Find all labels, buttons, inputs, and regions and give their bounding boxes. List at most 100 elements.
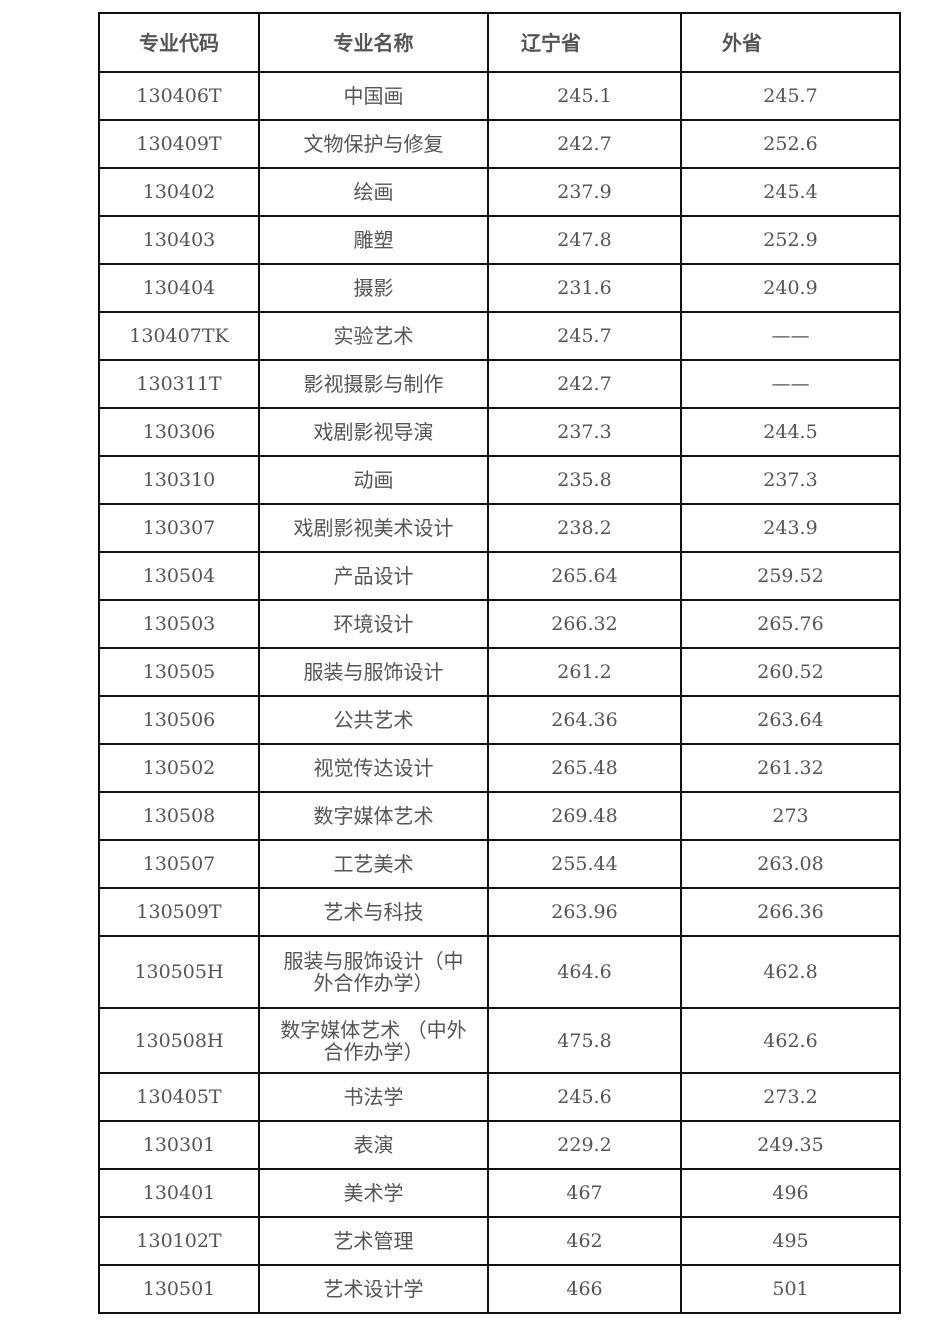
- table-row: 130506 公共艺术 264.36 263.64: [98, 695, 901, 745]
- table-row: 130406T 中国画 245.1 245.7: [98, 71, 901, 121]
- other-province-score-cell: 261.32: [680, 743, 901, 793]
- major-name-cell: 公共艺术: [258, 695, 489, 745]
- table-row: 130509T 艺术与科技 263.96 266.36: [98, 887, 901, 937]
- table-row: 130102T 艺术管理 462 495: [98, 1216, 901, 1266]
- major-name-cell: 数字媒体艺术 （中外合作办学）: [258, 1007, 489, 1074]
- major-code-cell: 130306: [98, 407, 260, 457]
- liaoning-score-cell: 264.36: [487, 695, 682, 745]
- liaoning-score-cell: 269.48: [487, 791, 682, 841]
- liaoning-score-cell: 229.2: [487, 1120, 682, 1170]
- other-province-score-cell: 260.52: [680, 647, 901, 697]
- other-province-score-cell: 263.64: [680, 695, 901, 745]
- other-province-score-cell: 263.08: [680, 839, 901, 889]
- major-code-cell: 130508H: [98, 1007, 260, 1074]
- other-province-score-cell: 243.9: [680, 503, 901, 553]
- major-code-cell: 130505H: [98, 935, 260, 1009]
- major-code-cell: 130502: [98, 743, 260, 793]
- table-row: 130306 戏剧影视导演 237.3 244.5: [98, 407, 901, 457]
- table-row: 130502 视觉传达设计 265.48 261.32: [98, 743, 901, 793]
- major-name-cell: 艺术管理: [258, 1216, 489, 1266]
- liaoning-score-cell: 466: [487, 1264, 682, 1314]
- major-code-cell: 130409T: [98, 119, 260, 169]
- other-province-score-cell: 237.3: [680, 455, 901, 505]
- liaoning-score-cell: 235.8: [487, 455, 682, 505]
- other-province-score-cell: 240.9: [680, 263, 901, 313]
- header-major-name: 专业名称: [258, 12, 489, 73]
- other-province-score-cell: 273: [680, 791, 901, 841]
- table-row: 130507 工艺美术 255.44 263.08: [98, 839, 901, 889]
- major-name-cell: 艺术设计学: [258, 1264, 489, 1314]
- major-name-cell: 戏剧影视美术设计: [258, 503, 489, 553]
- major-name-cell: 绘画: [258, 167, 489, 217]
- major-name-cell: 表演: [258, 1120, 489, 1170]
- major-code-cell: 130404: [98, 263, 260, 313]
- major-name-cell: 工艺美术: [258, 839, 489, 889]
- table-row: 130503 环境设计 266.32 265.76: [98, 599, 901, 649]
- other-province-score-cell: 266.36: [680, 887, 901, 937]
- major-code-cell: 130307: [98, 503, 260, 553]
- major-name-cell: 艺术与科技: [258, 887, 489, 937]
- liaoning-score-cell: 237.9: [487, 167, 682, 217]
- major-code-cell: 130102T: [98, 1216, 260, 1266]
- major-name-cell: 实验艺术: [258, 311, 489, 361]
- major-name-cell: 影视摄影与制作: [258, 359, 489, 409]
- liaoning-score-cell: 245.1: [487, 71, 682, 121]
- major-name-cell: 美术学: [258, 1168, 489, 1218]
- major-code-cell: 130503: [98, 599, 260, 649]
- other-province-score-cell: 245.7: [680, 71, 901, 121]
- other-province-score-cell: 273.2: [680, 1072, 901, 1122]
- liaoning-score-cell: 263.96: [487, 887, 682, 937]
- major-code-cell: 130406T: [98, 71, 260, 121]
- header-other-province: 外省: [680, 12, 901, 73]
- table-row: 130405T 书法学 245.6 273.2: [98, 1072, 901, 1122]
- major-code-cell: 130507: [98, 839, 260, 889]
- liaoning-score-cell: 247.8: [487, 215, 682, 265]
- liaoning-score-cell: 467: [487, 1168, 682, 1218]
- other-province-score-cell: 462.6: [680, 1007, 901, 1074]
- table-row: 130504 产品设计 265.64 259.52: [98, 551, 901, 601]
- table-row: 130403 雕塑 247.8 252.9: [98, 215, 901, 265]
- major-code-cell: 130501: [98, 1264, 260, 1314]
- major-code-cell: 130311T: [98, 359, 260, 409]
- other-province-score-cell: ——: [680, 359, 901, 409]
- liaoning-score-cell: 231.6: [487, 263, 682, 313]
- liaoning-score-cell: 238.2: [487, 503, 682, 553]
- major-name-cell: 产品设计: [258, 551, 489, 601]
- major-name-cell: 动画: [258, 455, 489, 505]
- major-code-cell: 130506: [98, 695, 260, 745]
- table-row: 130404 摄影 231.6 240.9: [98, 263, 901, 313]
- table-row: 130407TK 实验艺术 245.7 ——: [98, 311, 901, 361]
- major-code-cell: 130509T: [98, 887, 260, 937]
- table-header-row: 专业代码 专业名称 辽宁省 外省: [98, 12, 901, 73]
- other-province-score-cell: 249.35: [680, 1120, 901, 1170]
- major-code-cell: 130301: [98, 1120, 260, 1170]
- liaoning-score-cell: 265.48: [487, 743, 682, 793]
- table-row: 130401 美术学 467 496: [98, 1168, 901, 1218]
- liaoning-score-cell: 265.64: [487, 551, 682, 601]
- other-province-score-cell: 496: [680, 1168, 901, 1218]
- table-row: 130505H 服装与服饰设计（中外合作办学） 464.6 462.8: [98, 935, 901, 1009]
- table-row: 130505 服装与服饰设计 261.2 260.52: [98, 647, 901, 697]
- major-code-cell: 130508: [98, 791, 260, 841]
- liaoning-score-cell: 255.44: [487, 839, 682, 889]
- liaoning-score-cell: 237.3: [487, 407, 682, 457]
- liaoning-score-cell: 261.2: [487, 647, 682, 697]
- major-code-cell: 130402: [98, 167, 260, 217]
- other-province-score-cell: ——: [680, 311, 901, 361]
- major-name-cell: 摄影: [258, 263, 489, 313]
- admission-score-table: 专业代码 专业名称 辽宁省 外省 130406T 中国画 245.1 245.7 130…: [98, 12, 901, 1314]
- table-row: 130301 表演 229.2 249.35: [98, 1120, 901, 1170]
- major-code-cell: 130310: [98, 455, 260, 505]
- other-province-score-cell: 265.76: [680, 599, 901, 649]
- other-province-score-cell: 495: [680, 1216, 901, 1266]
- liaoning-score-cell: 245.7: [487, 311, 682, 361]
- major-code-cell: 130505: [98, 647, 260, 697]
- liaoning-score-cell: 464.6: [487, 935, 682, 1009]
- major-code-cell: 130504: [98, 551, 260, 601]
- major-name-cell: 书法学: [258, 1072, 489, 1122]
- other-province-score-cell: 259.52: [680, 551, 901, 601]
- liaoning-score-cell: 475.8: [487, 1007, 682, 1074]
- other-province-score-cell: 252.6: [680, 119, 901, 169]
- other-province-score-cell: 252.9: [680, 215, 901, 265]
- major-code-cell: 130401: [98, 1168, 260, 1218]
